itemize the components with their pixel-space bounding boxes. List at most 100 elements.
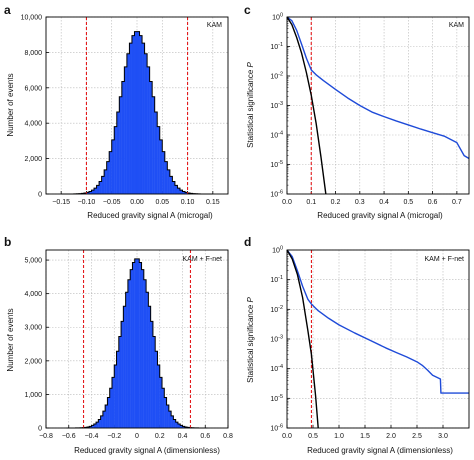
d-y-tick-exponent: -5	[278, 394, 283, 400]
b-x-tick-label: −0.8	[39, 433, 53, 440]
b-x-tick-label: −0.2	[107, 433, 121, 440]
panel-b-badge: KAM + F-net	[183, 256, 223, 263]
d-y-tick-label: 100	[272, 246, 283, 255]
c-y-tick-exponent: -6	[278, 190, 283, 196]
c-y-tick-label: 10-3	[270, 101, 283, 110]
panel-d-badge: KAM + F-net	[425, 256, 465, 263]
b-histogram-envelope	[66, 258, 208, 429]
d-model-curve	[286, 249, 319, 429]
d-x-tick-label: 1.5	[360, 433, 370, 440]
c-y-tick-base: 10	[272, 15, 280, 22]
panel-b-y-axis-label: Number of events	[6, 308, 15, 371]
c-x-tick-label: 0.2	[331, 199, 341, 206]
d-y-tick-exponent: -6	[278, 424, 283, 430]
d-y-tick-label: 10-6	[270, 424, 283, 433]
panel-a-badge: KAM	[207, 22, 222, 29]
c-y-tick-label: 10-2	[270, 72, 283, 81]
c-y-tick-label: 10-4	[270, 131, 283, 140]
c-y-tick-exponent: -5	[278, 160, 283, 166]
b-x-tick-label: 0.6	[200, 433, 210, 440]
c-x-tick-label: 0.6	[428, 199, 438, 206]
d-y-tick-exponent: -2	[278, 305, 283, 311]
a-histogram-bar	[139, 35, 143, 195]
panel-b-plot: −0.8 −0.6 −0.4 −0.2 0 0.2 0.4 0.6 0.8 0 1,000 2,000…	[24, 249, 233, 440]
d-y-tick-exponent: -4	[278, 364, 283, 370]
panel-d-y-axis-label-text: Statistical significance	[246, 302, 255, 382]
c-y-tick-exponent: 0	[280, 13, 283, 19]
d-y-tick-exponent: 0	[280, 246, 283, 252]
a-x-tick-label: 0.05	[155, 199, 169, 206]
a-y-tick-label: 0	[38, 192, 42, 199]
b-histogram-bar	[150, 321, 154, 429]
d-y-tick-base: 10	[270, 426, 278, 433]
b-histogram-bar	[130, 269, 133, 429]
d-x-tick-label: 2.5	[412, 433, 422, 440]
b-y-tick-label: 4,000	[24, 291, 42, 298]
panel-d-x-axis-label: Reduced gravity signal A (dimensionless)	[307, 446, 453, 455]
b-y-tick-label: 0	[38, 426, 42, 433]
b-y-tick-label: 2,000	[24, 358, 42, 365]
c-x-tick-label: 0.0	[282, 199, 292, 206]
d-x-tick-label: 3.0	[438, 433, 448, 440]
a-histogram-bar	[124, 66, 127, 195]
d-y-tick-base: 10	[272, 248, 280, 255]
c-x-tick-label: 0.5	[403, 199, 413, 206]
panel-d-plot: 0.0 0.5 1.0 1.5 2.0 2.5 3.010010-110-210-310-4…	[270, 246, 470, 440]
b-histogram-bar	[143, 279, 147, 429]
d-y-tick-label: 10-3	[270, 335, 283, 344]
a-x-tick-label: −0.05	[103, 199, 121, 206]
c-y-tick-base: 10	[270, 103, 278, 110]
b-histogram-bar	[123, 306, 126, 429]
panel-c-y-axis-label-symbol: P	[246, 61, 255, 67]
d-y-tick-exponent: -3	[278, 335, 283, 341]
panel-a-y-axis-label: Number of events	[6, 73, 15, 136]
a-histogram-bar	[134, 31, 138, 195]
panel-a-x-axis-label: Reduced gravity signal A (microgal)	[87, 211, 213, 220]
b-histogram-bar	[134, 258, 138, 429]
panel-a: a Reduced gravity signal A (microgal) Nu…	[4, 3, 229, 220]
panel-c-y-axis-label: Statistical significance P	[246, 61, 255, 147]
b-y-tick-label: 3,000	[24, 325, 42, 332]
a-histogram-bar	[147, 66, 150, 195]
panel-b-letter: b	[4, 235, 11, 249]
a-x-tick-label: 0.15	[206, 199, 220, 206]
panel-c: c Reduced gravity signal A (microgal) St…	[244, 3, 470, 220]
panel-c-badge: KAM	[449, 22, 464, 29]
b-histogram-bar	[127, 279, 131, 429]
c-measured-curve	[286, 16, 470, 160]
d-y-tick-base: 10	[270, 396, 278, 403]
panel-c-y-axis-label-text: Statistical significance	[246, 67, 255, 147]
panel-c-plot: 0.0 0.1 0.2 0.3 0.4 0.5 0.6 0.710010-110-210-31…	[270, 13, 470, 206]
c-plot-frame	[286, 16, 470, 195]
a-histogram-bar	[136, 31, 140, 195]
a-x-tick-label: 0.00	[130, 199, 144, 206]
b-plot-frame	[45, 249, 229, 429]
b-histogram-bar	[125, 292, 129, 429]
panel-d-letter: d	[244, 235, 251, 249]
panel-a-plot: −0.15 −0.10 −0.05 0.00 0.05 0.10 0.15 0 2,000 4,0…	[21, 15, 229, 206]
a-histogram-bar	[131, 35, 135, 195]
b-histogram-bar	[139, 262, 142, 429]
b-histogram-bar	[146, 292, 149, 429]
c-x-tick-label: 0.4	[379, 199, 389, 206]
b-histogram-bar	[120, 321, 124, 429]
b-histogram-bar	[136, 258, 140, 429]
d-y-tick-base: 10	[270, 277, 278, 284]
a-histogram-bar	[126, 53, 130, 195]
c-y-tick-exponent: -3	[278, 101, 283, 107]
d-x-tick-label: 2.0	[386, 433, 396, 440]
b-x-tick-label: 0.8	[223, 433, 233, 440]
a-x-tick-label: 0.10	[181, 199, 195, 206]
c-y-tick-exponent: -1	[278, 42, 283, 48]
d-y-tick-label: 10-4	[270, 364, 283, 373]
panel-a-letter: a	[4, 3, 11, 17]
b-histogram-bar	[141, 269, 144, 429]
d-y-tick-label: 10-2	[270, 305, 283, 314]
b-histogram-bar	[148, 306, 151, 429]
a-y-tick-label: 8,000	[24, 50, 42, 57]
a-histogram-bar	[149, 81, 153, 195]
b-x-tick-label: 0.2	[155, 433, 165, 440]
c-y-tick-exponent: -4	[278, 131, 283, 137]
a-plot-frame	[45, 16, 229, 195]
